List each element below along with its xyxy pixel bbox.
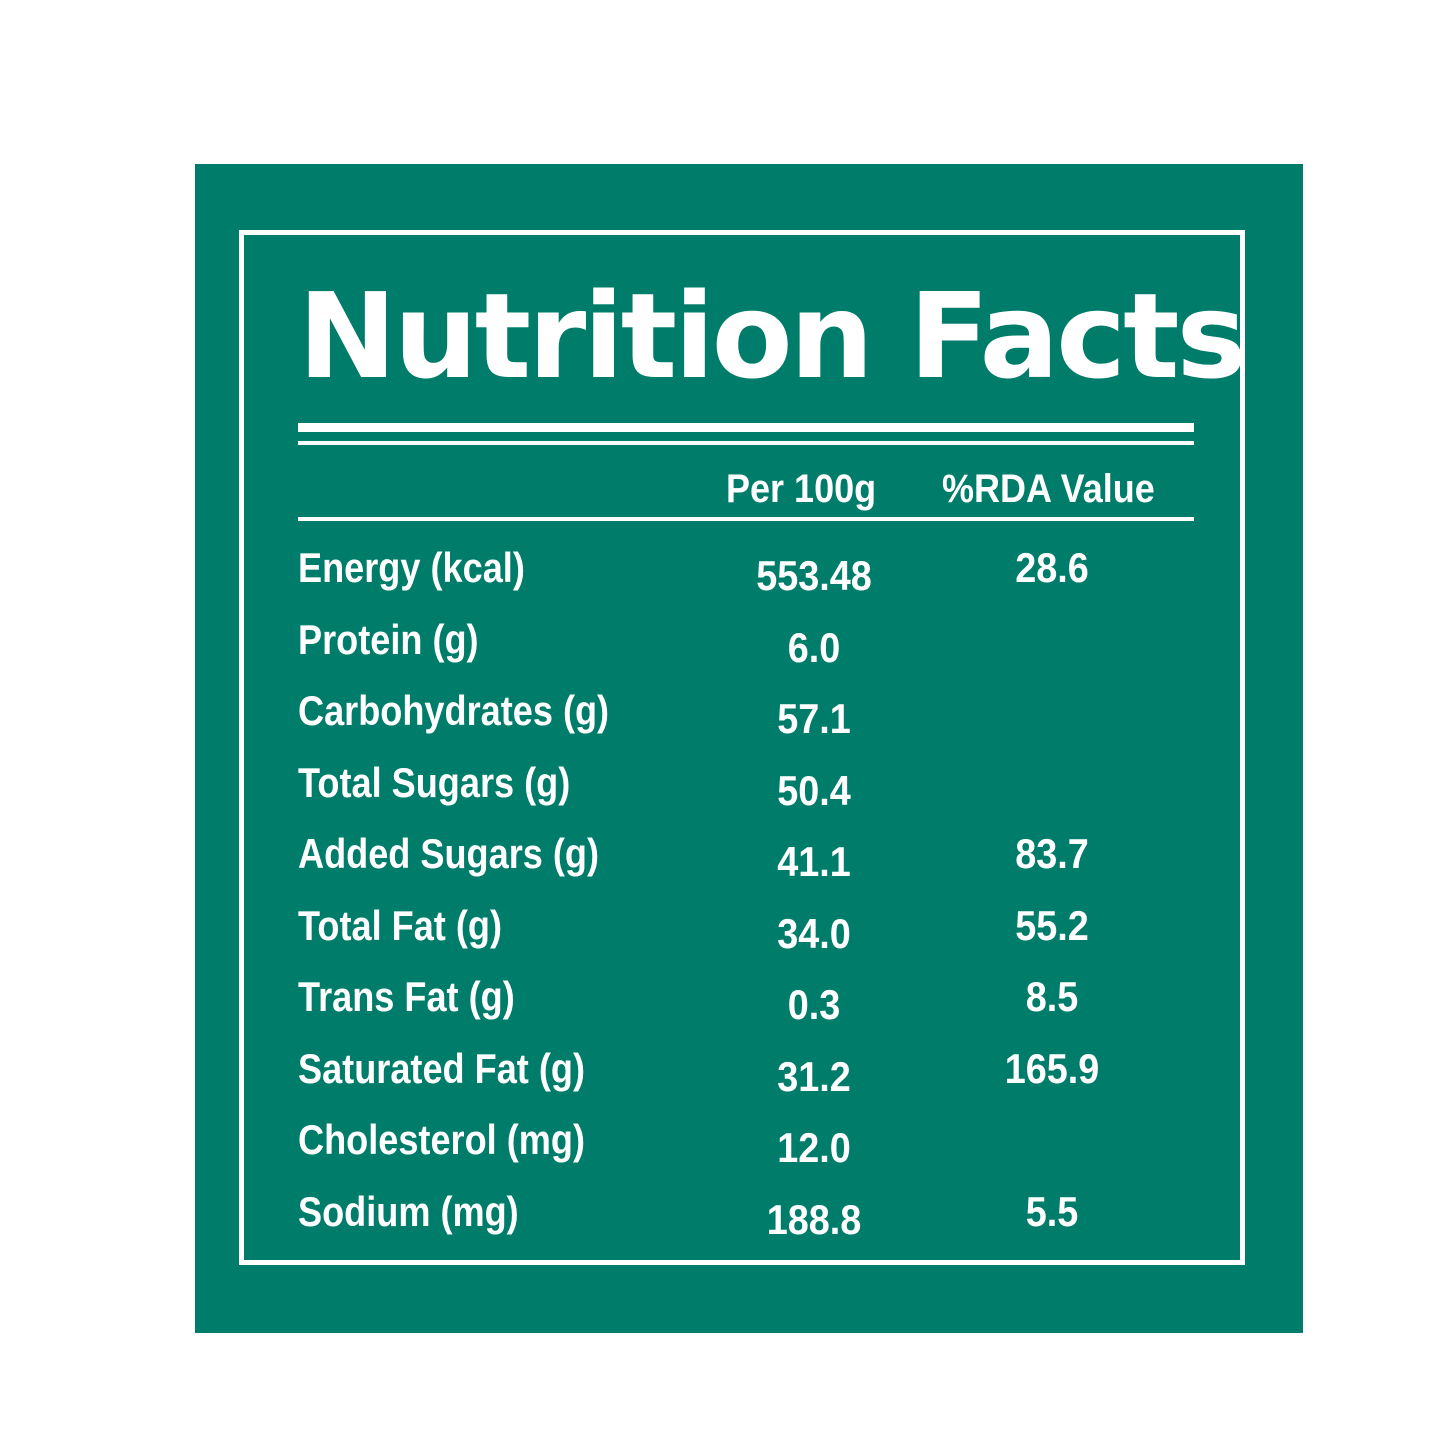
nutrient-per-100g: 41.1 [777, 838, 851, 885]
nutrient-rda: 8.5 [1025, 973, 1079, 1020]
nutrient-per-100g: 6.0 [787, 623, 841, 671]
nutrient-row: Protein (g) 6.0 [244, 612, 1250, 684]
nutrient-rda: 5.5 [1025, 1187, 1079, 1235]
nutrition-title: Nutrition Facts [298, 267, 1247, 405]
nutrient-name: Cholesterol (mg) [298, 1116, 585, 1163]
nutrient-row: Saturated Fat (g) 31.2 165.9 [244, 1041, 1250, 1113]
nutrient-name: Energy (kcal) [298, 544, 525, 591]
nutrient-row: Cholesterol (mg) 12.0 [244, 1112, 1250, 1184]
nutrient-row: Energy (kcal) 553.48 28.6 [244, 540, 1250, 612]
nutrient-per-100g: 57.1 [777, 695, 851, 742]
nutrient-rda: 28.6 [1015, 544, 1089, 591]
nutrition-panel: Nutrition Facts Per 100g %RDA Value Ener… [195, 164, 1303, 1333]
nutrient-name: Added Sugars (g) [298, 830, 600, 877]
title-divider-thin [298, 441, 1194, 445]
nutrient-name: Sodium (mg) [298, 1187, 519, 1235]
nutrient-per-100g: 50.4 [777, 766, 851, 814]
nutrient-row: Total Sugars (g) 50.4 [244, 755, 1250, 827]
nutrient-name: Carbohydrates (g) [298, 687, 610, 734]
column-header-rda: %RDA Value [942, 467, 1155, 511]
nutrient-name: Trans Fat (g) [298, 973, 515, 1020]
nutrient-rda: 83.7 [1015, 830, 1089, 877]
nutrient-rda: 165.9 [1004, 1044, 1100, 1092]
nutrient-rows: Energy (kcal) 553.48 28.6 Protein (g) 6.… [244, 540, 1250, 1255]
header-divider [298, 517, 1194, 521]
title-divider-thick [298, 423, 1194, 432]
nutrient-per-100g: 0.3 [787, 981, 841, 1028]
nutrition-frame: Nutrition Facts Per 100g %RDA Value Ener… [239, 230, 1247, 1265]
nutrient-row: Sodium (mg) 188.8 5.5 [244, 1184, 1250, 1256]
column-header-per-100g: Per 100g [726, 467, 877, 511]
nutrient-per-100g: 34.0 [777, 909, 851, 957]
nutrient-row: Added Sugars (g) 41.1 83.7 [244, 826, 1250, 898]
nutrient-per-100g: 12.0 [777, 1124, 851, 1171]
nutrient-name: Total Fat (g) [298, 901, 502, 949]
nutrient-name: Total Sugars (g) [298, 758, 571, 806]
nutrient-row: Total Fat (g) 34.0 55.2 [244, 898, 1250, 970]
nutrient-name: Saturated Fat (g) [298, 1044, 585, 1092]
nutrient-per-100g: 553.48 [756, 552, 872, 599]
nutrient-rda: 55.2 [1015, 901, 1089, 949]
nutrient-row: Trans Fat (g) 0.3 8.5 [244, 969, 1250, 1041]
nutrient-row: Carbohydrates (g) 57.1 [244, 683, 1250, 755]
nutrient-per-100g: 188.8 [766, 1195, 862, 1243]
nutrient-per-100g: 31.2 [777, 1052, 851, 1100]
nutrient-name: Protein (g) [298, 615, 479, 663]
